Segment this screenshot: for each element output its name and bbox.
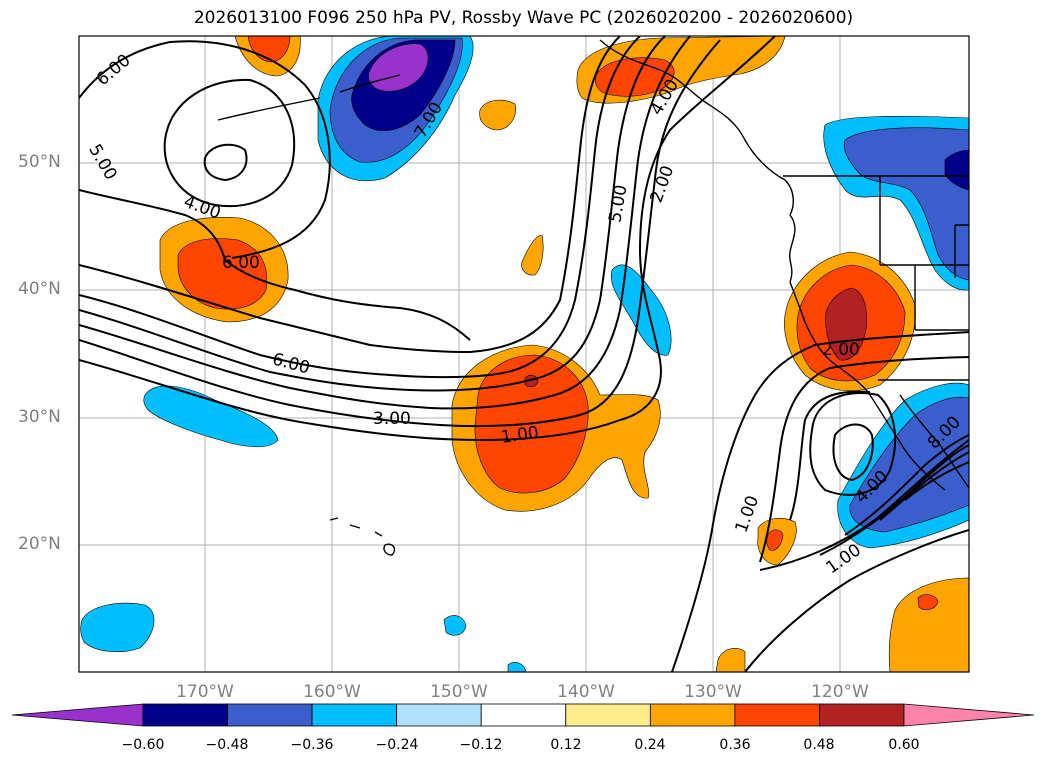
darkblue-core-canada [944, 149, 969, 191]
contour-south-2 [759, 356, 969, 563]
contour-jet-5 [79, 339, 581, 428]
contour-south-long [744, 529, 969, 672]
pv-contours [79, 36, 969, 672]
lat-label-30n: 30°N [18, 407, 61, 427]
contour-jet-4 [79, 324, 556, 410]
lat-label-50n: 50°N [18, 152, 61, 172]
blue-small-hawaii [443, 615, 467, 636]
contour-jet-south-3 [844, 434, 969, 536]
colorbar-swatch [142, 703, 228, 727]
colorbar-tick: −0.12 [459, 737, 503, 753]
contour-jet-1 [79, 264, 471, 353]
contour-trough-2 [79, 189, 471, 341]
blue-anomaly-mid-pacific [610, 264, 672, 356]
blue-anomaly-southwest [80, 602, 155, 653]
baja-coast [867, 391, 946, 491]
map-frame [78, 35, 970, 673]
orange-small-midpac [521, 234, 544, 276]
colorbar-tick: −0.24 [375, 737, 419, 753]
blue-small-south [507, 662, 527, 672]
mexico-coast [899, 394, 969, 489]
colorbar-extend-left [11, 703, 144, 727]
colorbar-extend-right [903, 703, 1035, 727]
lon-label-150w: 150°W [430, 682, 488, 702]
colorbar-tick: 0.24 [634, 737, 666, 753]
contour-ridge-3 [529, 36, 666, 381]
positive-shading [159, 36, 969, 672]
contour-ridge-6 [619, 36, 776, 421]
colorbar-tick: 0.60 [888, 737, 920, 753]
lon-label-140w: 140°W [557, 682, 615, 702]
colorbar-swatch [227, 703, 313, 727]
colorbar-swatch [819, 703, 905, 727]
lon-label-130w: 130°W [684, 682, 742, 702]
map-panel: 6.00 5.00 4.00 6.00 7.00 4.00 5.00 2.00 … [78, 35, 970, 673]
colorbar-tick: −0.36 [290, 737, 334, 753]
colorbar-swatch [311, 703, 398, 727]
contour-jet-south-5 [904, 461, 969, 501]
red-small-south-mid [766, 529, 784, 551]
contour-south-1 [671, 331, 969, 672]
contour-ridge-5 [579, 39, 721, 416]
contour-jet-6 [79, 359, 621, 442]
lon-label-170w: 170°W [176, 682, 234, 702]
blue-core-canada [843, 127, 969, 281]
lat-label-40n: 40°N [18, 279, 61, 299]
contour-low-mx-ring [809, 392, 897, 496]
colorbar-tick: 0.36 [719, 737, 751, 753]
contour-ridge-1 [469, 36, 621, 353]
orange-anomaly-southeast [888, 577, 969, 672]
state-borders [879, 176, 969, 331]
contour-label: 6.00 [222, 253, 260, 273]
contour-low-center [203, 143, 248, 182]
colorbar [11, 703, 1035, 727]
lat-label-20n: 20°N [18, 534, 61, 554]
colorbar-swatch [565, 703, 651, 727]
contour-south-3 [789, 390, 871, 521]
colorbar-tick: 0.48 [803, 737, 835, 753]
lon-label-160w: 160°W [303, 682, 361, 702]
lon-label-120w: 120°W [811, 682, 869, 702]
contour-label: 2.00 [822, 340, 860, 360]
bc-coast [788, 214, 796, 283]
contour-low-mx [832, 423, 874, 482]
contour-jet-south-4 [879, 451, 969, 521]
contour-low-ring [163, 78, 296, 208]
red-anomaly-north-top [247, 36, 291, 63]
alaska-coast [599, 39, 794, 216]
colorbar-tick: 0.12 [550, 737, 582, 753]
contour-jet-3 [79, 309, 531, 392]
colorbar-tick: −0.60 [121, 737, 165, 753]
hawaii-islands [329, 517, 396, 556]
colorbar-swatch [734, 703, 820, 727]
colorbar-swatch [480, 703, 567, 727]
colorbar-tick: −0.48 [205, 737, 249, 753]
colorbar-swatch [649, 703, 736, 727]
contour-trough-1 [79, 40, 331, 259]
orange-small-gulf [479, 99, 516, 131]
contour-ridge-2 [489, 36, 641, 376]
blue-anomaly-west [143, 385, 279, 448]
contour-jet-south-1 [759, 439, 969, 571]
contour-jet-south-2 [819, 444, 969, 556]
figure-title: 2026013100 F096 250 hPa PV, Rossby Wave … [193, 8, 854, 28]
orange-small-south-bottom [715, 647, 746, 672]
contour-ridge-4 [554, 36, 691, 396]
red-small-southeast [917, 594, 939, 611]
aleutians [217, 74, 401, 121]
colorbar-swatch [396, 703, 482, 727]
blue-core-baja [849, 396, 969, 533]
contour-label: 3.00 [373, 409, 411, 429]
contour-jet-2 [79, 294, 491, 379]
